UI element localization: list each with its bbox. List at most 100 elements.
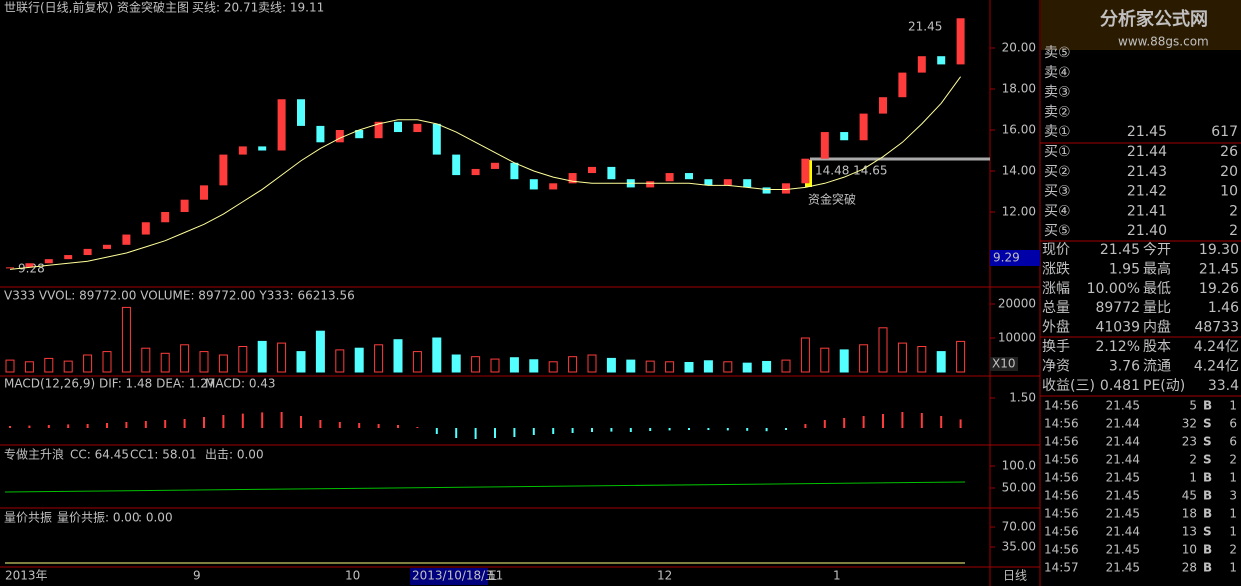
macd-header: MACD(12,26,9) DIF: 1.48 DEA: 1.27 — [4, 377, 216, 391]
price-tag: 9.29 — [993, 251, 1020, 265]
candle — [568, 173, 577, 184]
period: 日线 — [1003, 569, 1027, 583]
trade-price: 21.44 — [1106, 435, 1140, 449]
volume-bar — [956, 340, 966, 373]
trade-price: 21.45 — [1106, 471, 1140, 485]
quote: 涨跌 — [1042, 261, 1070, 277]
candle — [937, 56, 946, 65]
volume-bar — [626, 359, 636, 373]
volume-bar — [509, 357, 519, 373]
quote: 3.76 — [1109, 358, 1140, 374]
trade-side: B — [1203, 507, 1212, 521]
volume-bar — [839, 349, 849, 373]
trade-side: S — [1203, 453, 1212, 467]
trade-price: 21.45 — [1106, 399, 1140, 413]
candle — [529, 179, 538, 190]
y-tick-label: 1.50 — [1009, 391, 1036, 405]
book-price: 21.45 — [1127, 124, 1167, 140]
book-price: 21.42 — [1127, 184, 1167, 200]
trade-time: 14:56 — [1044, 525, 1079, 539]
volume-bar — [548, 361, 558, 373]
panel4-line — [4, 481, 966, 493]
volume-bar — [432, 337, 442, 373]
volume-bar — [374, 344, 384, 373]
volume-bar — [44, 357, 54, 373]
quote: 19.26 — [1199, 281, 1239, 297]
y-tick-label: 50.00 — [1002, 481, 1036, 495]
low-label: 9.28 — [18, 262, 45, 276]
volume-bar — [24, 361, 34, 373]
y-tick-label: 20000 — [998, 297, 1036, 311]
volume-bar — [568, 356, 578, 373]
book-label: 卖② — [1044, 104, 1071, 120]
trade-price: 21.45 — [1106, 561, 1140, 575]
trade-count: 1 — [1229, 399, 1237, 413]
candle — [665, 173, 674, 182]
candle — [180, 199, 189, 212]
book-label: 卖⑤ — [1044, 45, 1071, 61]
volume-bar — [878, 327, 888, 373]
candle — [316, 125, 325, 143]
volume-header: V333 VVOL: 89772.00 VOLUME: 89772.00 Y33… — [4, 289, 355, 303]
candle — [723, 179, 732, 186]
volume-bar — [471, 356, 481, 373]
candle — [25, 263, 34, 268]
candle — [297, 99, 305, 126]
trade-time: 14:56 — [1044, 399, 1079, 413]
trade-time: 14:56 — [1044, 489, 1079, 503]
book-label: 卖③ — [1044, 85, 1071, 101]
volume-bar — [238, 346, 248, 373]
trade-price: 21.45 — [1106, 489, 1140, 503]
trade-volume: 1 — [1189, 471, 1197, 485]
volume-bar — [354, 347, 364, 373]
panel4-name: 专做主升浪 — [4, 447, 64, 462]
volume-bar — [180, 344, 190, 373]
trade-time: 14:57 — [1044, 561, 1079, 575]
book-price: 21.41 — [1127, 203, 1167, 219]
candle — [646, 181, 655, 188]
quote: 外盘 — [1042, 319, 1070, 336]
book-volume: 2 — [1229, 223, 1238, 239]
candle — [917, 56, 926, 73]
volume-bar — [606, 357, 616, 373]
quote: 内盘 — [1143, 319, 1171, 336]
candle — [355, 130, 364, 139]
book-label: 买② — [1044, 164, 1071, 180]
panel5-value2: : 0.00 — [138, 511, 173, 525]
candle — [704, 179, 713, 186]
quote: 48733 — [1194, 320, 1239, 336]
trade-price: 21.45 — [1106, 543, 1140, 557]
trade-side: S — [1203, 435, 1212, 449]
volume-bar — [335, 349, 345, 373]
trade-time: 14:56 — [1044, 507, 1079, 521]
trade-count: 6 — [1229, 417, 1237, 431]
buy-line: 买线: 20.71 — [192, 1, 258, 15]
quote: 21.45 — [1199, 261, 1239, 277]
y-tick-label: 16.00 — [1002, 123, 1036, 137]
volume-bar — [315, 330, 325, 373]
panel5-name: 量价共振 — [4, 511, 52, 525]
trade-price: 21.45 — [1106, 507, 1140, 521]
trade-volume: 13 — [1182, 525, 1197, 539]
book-volume: 2 — [1229, 203, 1238, 219]
y-tick-label: 20.00 — [1002, 41, 1036, 55]
breakout-label: 14.48 14.65 — [815, 164, 888, 178]
book-price: 21.40 — [1127, 223, 1167, 239]
quote: 1.46 — [1208, 300, 1239, 316]
candle — [801, 158, 810, 184]
candle — [685, 173, 693, 180]
volume-bar — [218, 354, 228, 373]
date-label: 10 — [345, 569, 360, 583]
volume-bar — [5, 359, 15, 373]
volume-bar — [703, 360, 713, 373]
volume-bar — [393, 339, 403, 373]
candle — [762, 187, 771, 194]
trade-volume: 18 — [1182, 507, 1197, 521]
book-volume: 20 — [1220, 164, 1238, 180]
volume-bar — [451, 354, 461, 373]
cc1: CC1: 58.01 — [130, 448, 197, 462]
volume-bar — [121, 306, 131, 373]
y-tick-label: 70.00 — [1002, 520, 1036, 534]
volume-bar — [936, 351, 946, 373]
candle — [510, 162, 519, 180]
